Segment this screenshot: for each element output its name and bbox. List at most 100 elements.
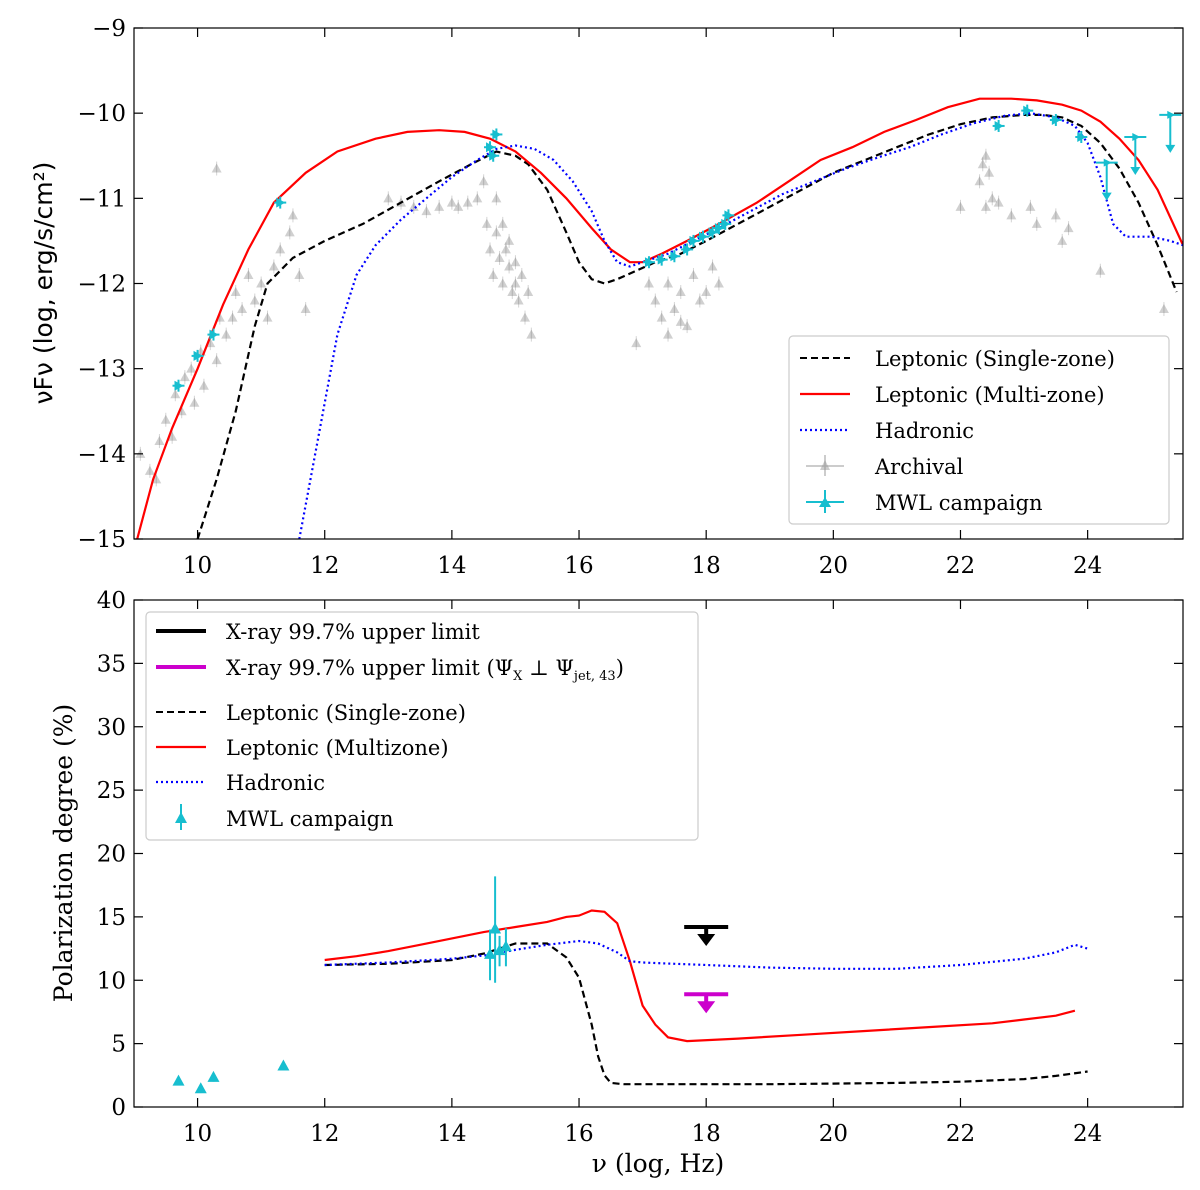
archival-point [144, 465, 155, 475]
top-xtick-label: 22 [946, 553, 975, 579]
archival-point [249, 295, 260, 305]
archival-point [500, 244, 511, 254]
archival-point [198, 380, 209, 390]
bot-series-leptonic-multizone- [324, 909, 1076, 1043]
archival-point [980, 201, 991, 211]
perp-label-mid: ⊥ Ψ [522, 656, 574, 680]
mwl-point [489, 150, 499, 161]
perp-label-psi: (Ψ [487, 656, 514, 680]
bot-ytick-label: 0 [111, 1095, 126, 1121]
archival-point [491, 193, 502, 203]
archival-point [694, 295, 705, 305]
archival-point [481, 218, 492, 228]
top-mwl-points [172, 104, 1182, 392]
archival-point [656, 312, 667, 322]
bottom-legend-label-multi: Leptonic (Multizone) [226, 736, 449, 760]
bottom-legend-label-mwl: MWL campaign [226, 807, 394, 831]
top-legend-swatch-mwl [806, 490, 844, 513]
archival-point [682, 321, 693, 331]
top-legend-label-archival: Archival [874, 455, 964, 479]
mwl-point [670, 251, 680, 262]
archival-point [519, 312, 530, 322]
bot-ytick-label: 35 [97, 651, 126, 677]
mwl-point [174, 380, 184, 391]
pol-mwl-point [172, 1074, 185, 1086]
bot-xtick-label: 24 [1073, 1121, 1102, 1147]
top-xtick-label: 14 [437, 553, 466, 579]
top-series-leptonic-multi-zone- [136, 97, 1183, 539]
top-xtick-label: 24 [1073, 553, 1102, 579]
top-legend-label-mwl: MWL campaign [875, 491, 1043, 515]
archival-point [383, 193, 394, 203]
bottom-mwl-points [172, 876, 512, 1094]
archival-point [523, 287, 534, 297]
archival-point [408, 201, 419, 211]
archival-point [497, 218, 508, 228]
bottom-legend-box [145, 611, 699, 841]
bottom-legend-label-hadronic: Hadronic [226, 771, 325, 795]
bot-xtick-label: 10 [183, 1121, 212, 1147]
mwl-point [708, 227, 718, 238]
archival-point [688, 269, 699, 279]
bottom-upper-limits [684, 925, 729, 1014]
bot-xtick-label: 22 [946, 1121, 975, 1147]
bot-xtick-label: 12 [310, 1121, 339, 1147]
archival-point [955, 201, 966, 211]
bottom-x-axis-label: ν (log, Hz) [592, 1149, 725, 1178]
pol-mwl-point [493, 944, 506, 956]
archival-point [421, 206, 432, 216]
archival-point [211, 355, 222, 365]
perp-label-sub-jet: jet, 43 [572, 669, 616, 684]
archival-point [504, 235, 515, 245]
mwl-point [1023, 105, 1033, 116]
archival-point [516, 269, 527, 279]
top-legend-swatch-archival [806, 455, 844, 476]
archival-point [507, 287, 518, 297]
top-ytick-label: −13 [77, 357, 126, 383]
archival-point [974, 176, 985, 186]
top-ytick-label: −10 [77, 101, 126, 127]
mwl-point [492, 129, 502, 140]
archival-point [1063, 223, 1074, 233]
mwl-point [657, 254, 667, 265]
mwl-ul-arrow [1130, 167, 1141, 176]
mwl-point [699, 231, 709, 242]
pol-mwl-point [499, 940, 512, 952]
archival-point [160, 414, 171, 424]
bottom-legend-label-xray-ul: X-ray 99.7% upper limit [226, 620, 480, 644]
bot-ytick-label: 30 [97, 715, 126, 741]
archival-point [510, 257, 521, 267]
archival-point [675, 316, 686, 326]
archival-point [643, 278, 654, 288]
archival-point [230, 287, 241, 297]
archival-point [189, 397, 200, 407]
top-legend-label-hadronic: Hadronic [875, 419, 974, 443]
archival-point [237, 304, 248, 314]
top-xtick-label: 20 [819, 553, 848, 579]
mwl-point [994, 120, 1004, 131]
archival-point [1031, 218, 1042, 228]
archival-point [256, 278, 267, 288]
perp-label-main: X-ray 99.7% upper limit [226, 656, 480, 680]
archival-point [984, 167, 995, 177]
pol-mwl-point [194, 1082, 207, 1094]
archival-point [170, 389, 181, 399]
bot-ytick-label: 20 [97, 842, 126, 868]
archival-point [1095, 265, 1106, 275]
archival-point [993, 197, 1004, 207]
archival-point [287, 210, 298, 220]
archival-point [243, 269, 254, 279]
archival-point [494, 252, 505, 262]
archival-point [980, 150, 991, 160]
archival-point [167, 431, 178, 441]
archival-point [434, 201, 445, 211]
archival-point [472, 193, 483, 203]
top-ytick-label: −12 [77, 272, 126, 298]
archival-point [1006, 210, 1017, 220]
top-ytick-label: −9 [92, 16, 126, 42]
archival-point [663, 278, 674, 288]
archival-point [675, 287, 686, 297]
mwl-point [714, 223, 724, 234]
archival-point [275, 244, 286, 254]
top-ytick-label: −14 [77, 442, 126, 468]
